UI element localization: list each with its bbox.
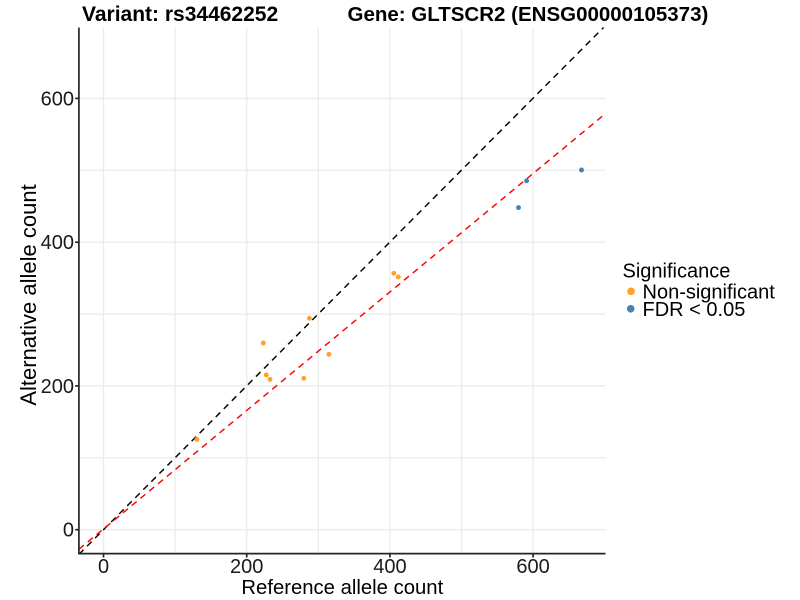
svg-text:Non-significant: Non-significant [643, 282, 776, 304]
svg-text:400: 400 [373, 556, 406, 578]
svg-text:600: 600 [41, 88, 74, 110]
svg-text:Reference allele count: Reference allele count [241, 577, 443, 599]
svg-text:Variant: rs34462252: Variant: rs34462252 [82, 3, 278, 26]
svg-text:0: 0 [98, 556, 109, 578]
svg-text:200: 200 [230, 556, 263, 578]
svg-text:0: 0 [63, 520, 74, 542]
svg-text:Gene: GLTSCR2 (ENSG00000105373: Gene: GLTSCR2 (ENSG00000105373) [348, 3, 709, 26]
svg-text:FDR < 0.05: FDR < 0.05 [643, 299, 746, 321]
svg-text:600: 600 [516, 556, 549, 578]
svg-text:400: 400 [41, 232, 74, 254]
svg-text:Significance: Significance [623, 260, 731, 282]
svg-text:Alternative allele count: Alternative allele count [16, 184, 41, 405]
svg-text:200: 200 [41, 376, 74, 398]
